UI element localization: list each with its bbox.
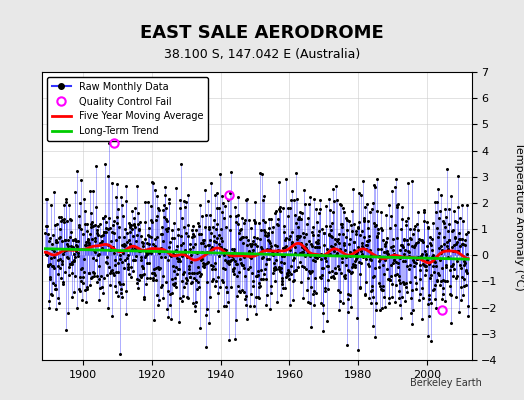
Legend: Raw Monthly Data, Quality Control Fail, Five Year Moving Average, Long-Term Tren: Raw Monthly Data, Quality Control Fail, …	[47, 77, 208, 141]
Text: 38.100 S, 147.042 E (Australia): 38.100 S, 147.042 E (Australia)	[164, 48, 360, 61]
Y-axis label: Temperature Anomaly (°C): Temperature Anomaly (°C)	[515, 142, 524, 290]
Text: Berkeley Earth: Berkeley Earth	[410, 378, 482, 388]
Text: EAST SALE AERODROME: EAST SALE AERODROME	[140, 24, 384, 42]
